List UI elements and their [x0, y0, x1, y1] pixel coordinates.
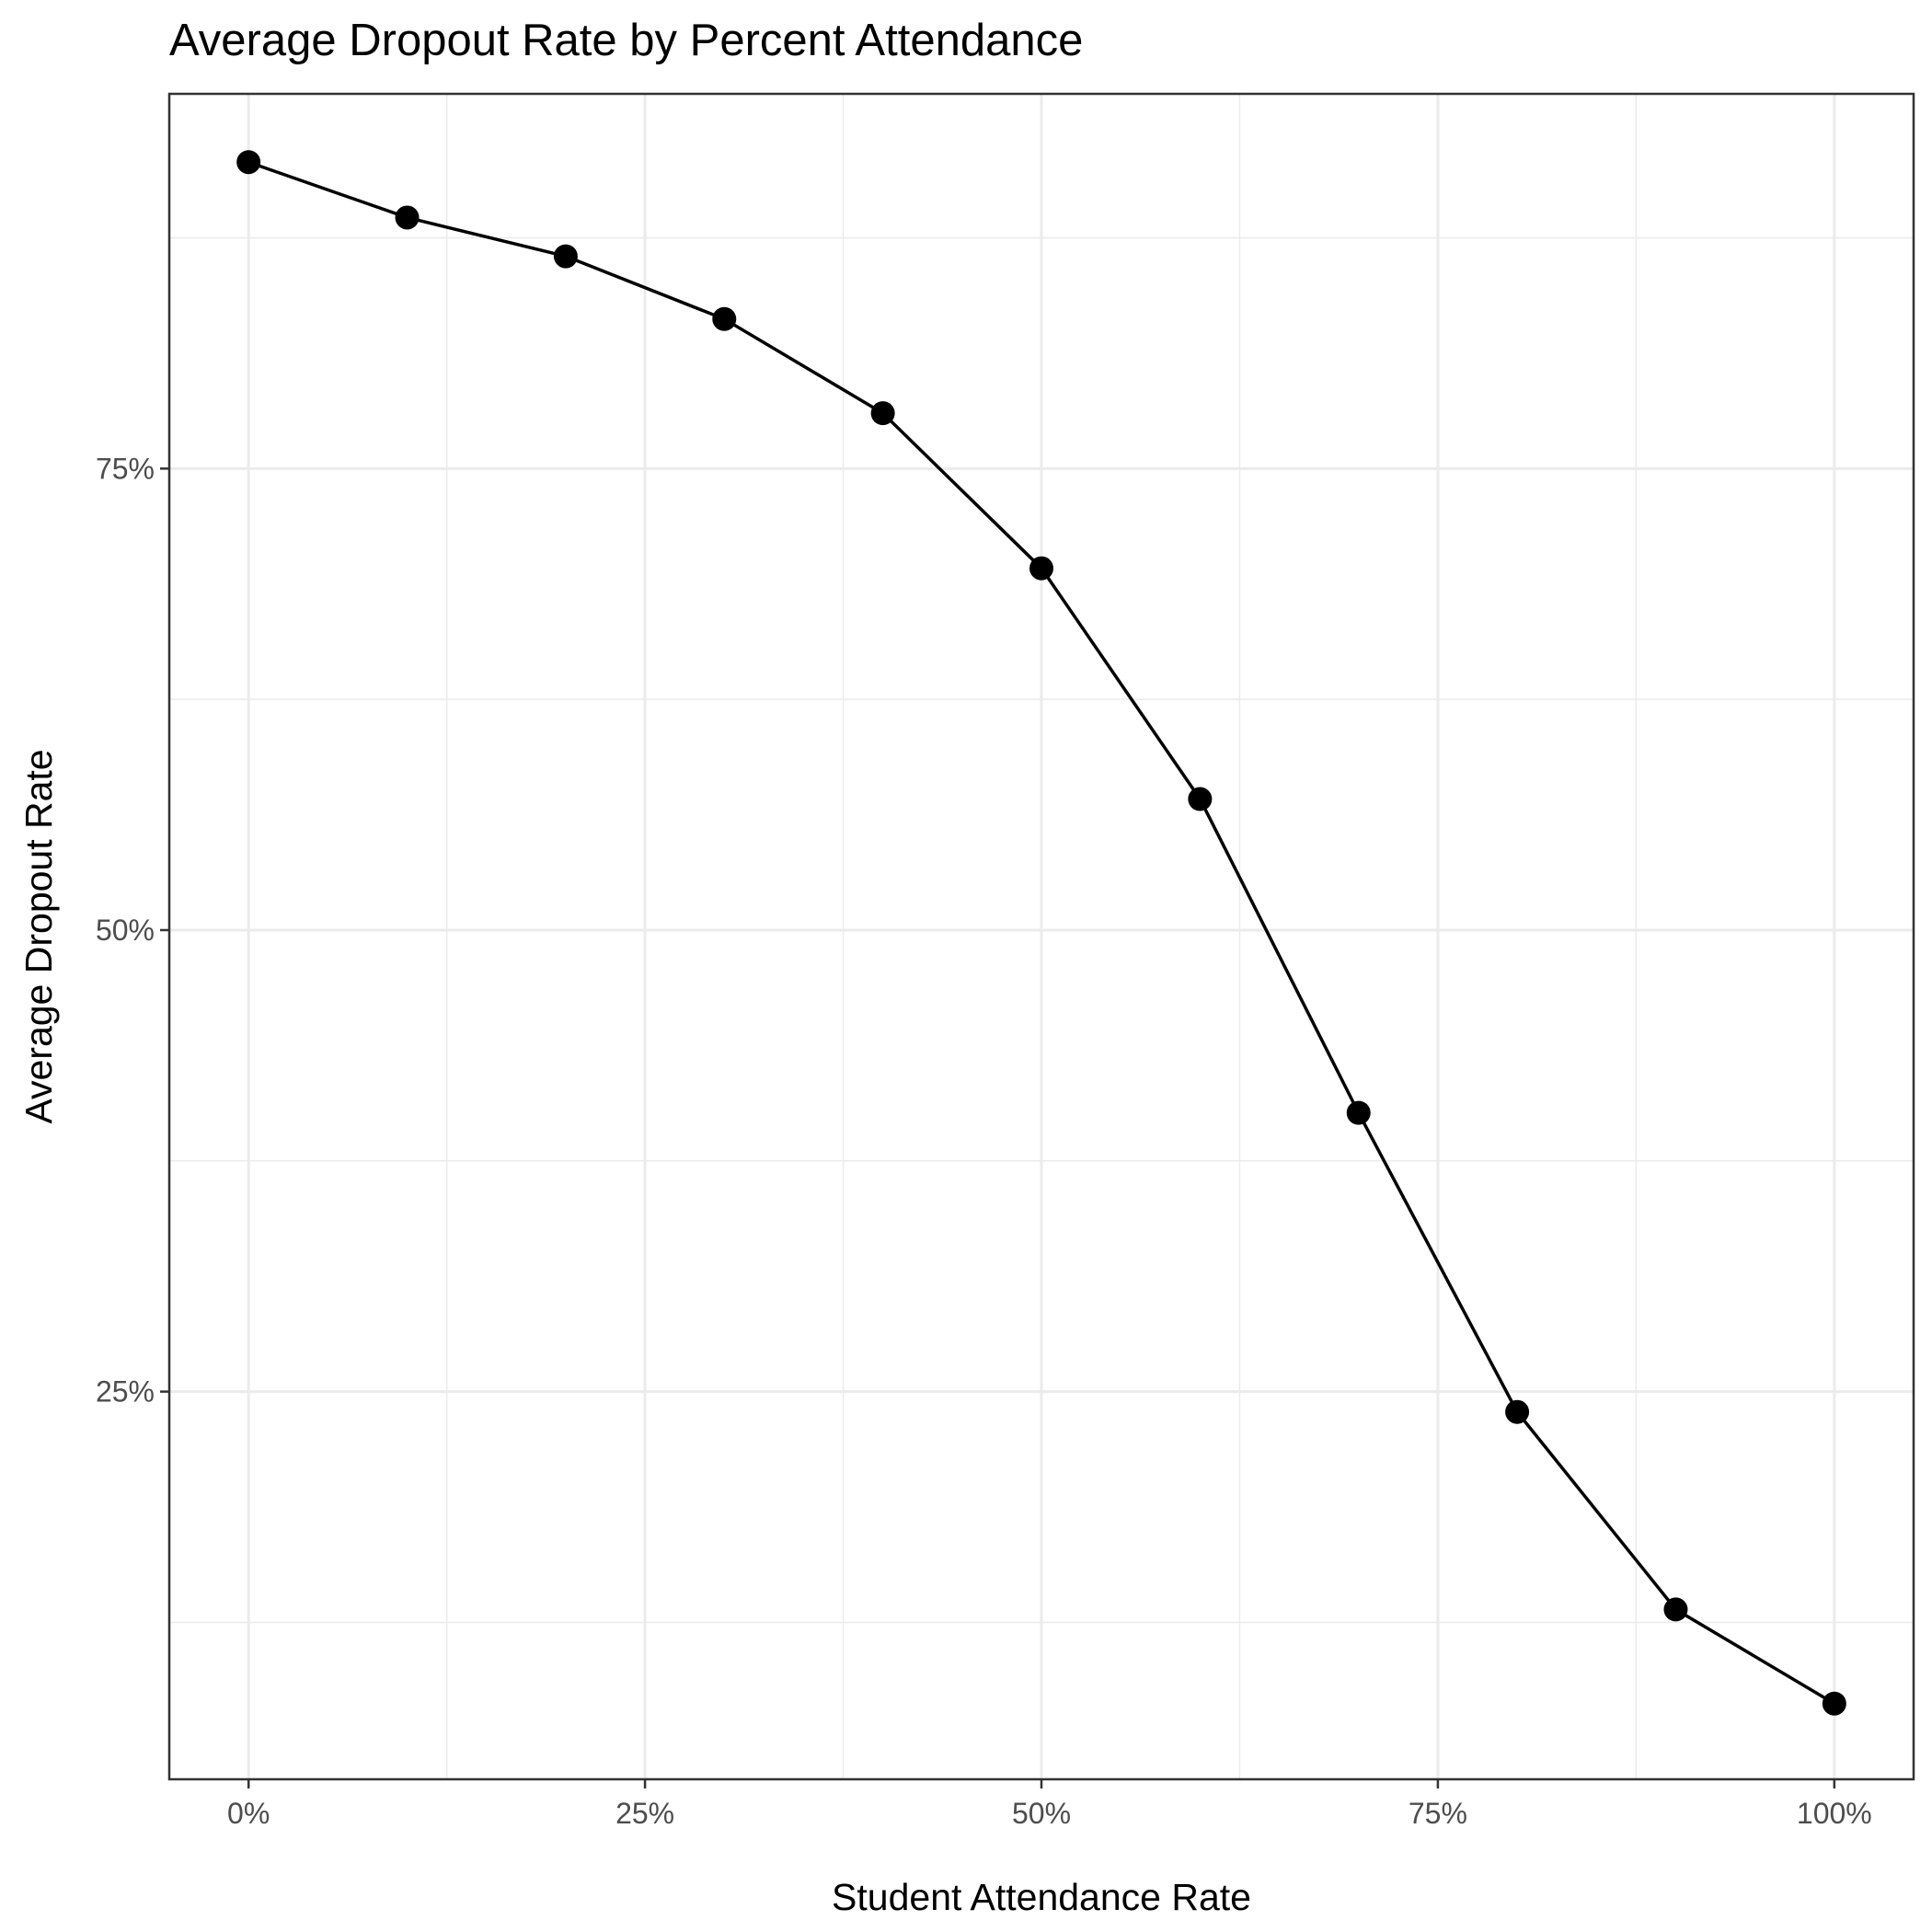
data-point-8	[1505, 1399, 1530, 1424]
data-point-7	[1346, 1100, 1371, 1125]
data-point-4	[870, 401, 895, 426]
x-tick-label-0: 0%	[227, 1797, 270, 1830]
y-tick-label-2: 75%	[96, 452, 155, 485]
major-gridlines	[169, 94, 1914, 1779]
data-point-2	[553, 244, 578, 269]
x-axis-label: Student Attendance Rate	[832, 1876, 1251, 1918]
data-point-3	[712, 306, 737, 331]
y-tick-label-0: 25%	[96, 1375, 155, 1409]
data-point-10	[1822, 1691, 1846, 1716]
y-axis-label: Average Dropout Rate	[17, 749, 60, 1123]
data-points	[236, 150, 1846, 1716]
data-point-0	[236, 150, 261, 175]
x-tick-label-1: 25%	[615, 1797, 674, 1830]
y-axis-ticks: 25% 50% 75%	[96, 452, 169, 1409]
x-tick-label-4: 100%	[1797, 1797, 1872, 1830]
y-tick-label-1: 50%	[96, 914, 155, 947]
data-point-9	[1663, 1597, 1688, 1622]
data-point-6	[1188, 787, 1213, 811]
x-axis-ticks: 0% 25% 50% 75% 100%	[227, 1779, 1872, 1830]
x-tick-label-3: 75%	[1409, 1797, 1467, 1830]
data-point-5	[1029, 556, 1053, 581]
data-point-1	[395, 205, 420, 230]
x-tick-label-2: 50%	[1012, 1797, 1071, 1830]
chart-title: Average Dropout Rate by Percent Attendan…	[169, 16, 1083, 65]
